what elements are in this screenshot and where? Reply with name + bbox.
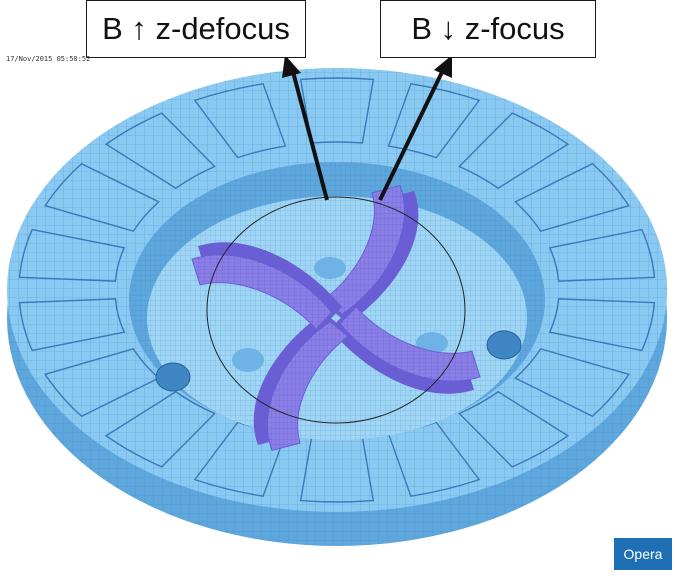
- pole-sector-mesh: [459, 113, 568, 189]
- spiral-mesh: [192, 255, 332, 330]
- mounting-hole-right: [486, 330, 522, 360]
- opera-badge: Opera: [614, 538, 672, 570]
- timestamp: 17/Nov/2015 05:50:52: [6, 55, 91, 63]
- pole-sector-mesh: [194, 83, 286, 158]
- pole-sector-mesh: [388, 422, 480, 497]
- spiral-pole-pieces: [191, 184, 481, 452]
- spiral-mesh: [324, 185, 405, 315]
- inner-hole-top: [314, 257, 346, 279]
- pole-sector-mesh: [106, 113, 215, 189]
- arrow-focus: [378, 55, 452, 201]
- pole-sector-mesh: [19, 298, 125, 351]
- spiral-mesh: [267, 321, 348, 451]
- pole-sector-mesh: [515, 163, 629, 232]
- pole-sector-mesh: [19, 229, 125, 282]
- focus-label: B ↓ z-focus: [380, 0, 596, 58]
- pole-sector-mesh: [45, 348, 159, 417]
- spiral-piece: [330, 306, 481, 394]
- pole-sector-mesh: [459, 391, 568, 467]
- arrow-defocus: [282, 55, 329, 201]
- pole-sector-mesh: [300, 78, 374, 143]
- defocus-label: B ↑ z-defocus: [86, 0, 306, 58]
- pole-sector-mesh: [549, 229, 655, 282]
- reference-circle: [206, 196, 466, 424]
- pole-sectors: [18, 77, 656, 503]
- pole-sector-mesh: [106, 391, 215, 467]
- spiral-piece: [191, 242, 342, 330]
- pole-sector-mesh: [549, 298, 655, 351]
- mounting-hole-left: [155, 362, 191, 392]
- pole-sector-mesh: [515, 348, 629, 417]
- spiral-piece: [253, 312, 349, 452]
- pole-sector-mesh: [300, 437, 374, 502]
- inner-hole-right: [416, 332, 448, 354]
- inner-hole-left: [232, 348, 264, 372]
- spiral-piece: [323, 184, 419, 324]
- spiral-mesh: [340, 306, 480, 381]
- pole-sector-mesh: [45, 163, 159, 232]
